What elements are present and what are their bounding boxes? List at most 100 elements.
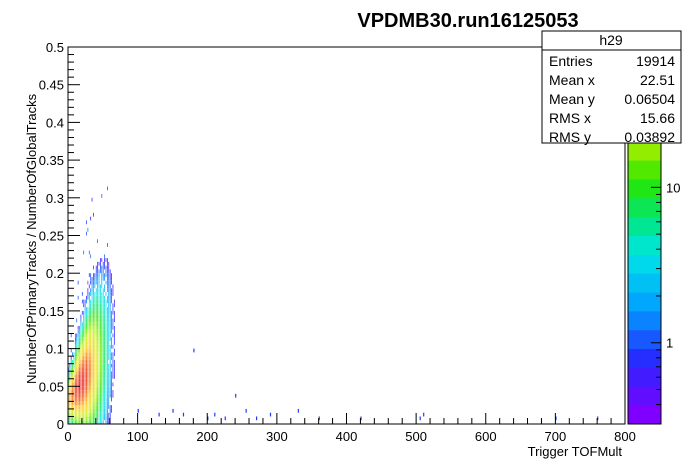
stats-label: Mean y — [549, 91, 595, 107]
heatmap-cell — [100, 359, 101, 364]
heatmap-cell — [87, 378, 89, 383]
heatmap-cell — [104, 295, 105, 300]
heatmap-cell — [91, 314, 93, 319]
heatmap-cell — [87, 416, 89, 421]
heatmap-cell — [90, 359, 92, 364]
heatmap-cell — [98, 322, 100, 326]
heatmap-cell — [93, 299, 94, 304]
heatmap-cell — [86, 314, 87, 319]
heatmap-cell — [84, 416, 86, 421]
heatmap-cell — [93, 303, 94, 308]
heatmap-cell — [112, 352, 114, 357]
heatmap-cell — [113, 318, 115, 323]
heatmap-cell — [113, 374, 115, 379]
heatmap-cell — [88, 352, 90, 357]
heatmap-cell — [94, 273, 96, 277]
y-tick-label: 0.2 — [46, 266, 64, 281]
heatmap-cell — [95, 299, 97, 304]
heatmap-cell — [100, 292, 101, 296]
heatmap-cell — [84, 401, 86, 406]
heatmap-cell — [102, 307, 104, 311]
heatmap-cell — [88, 318, 90, 323]
heatmap-cell — [80, 401, 82, 406]
plot-frame — [67, 46, 626, 425]
heatmap-cell — [76, 416, 78, 421]
heatmap-cell — [105, 405, 107, 409]
heatmap-cell — [80, 405, 82, 409]
heatmap-cell — [95, 363, 97, 368]
heatmap-cell — [98, 329, 100, 334]
heatmap-cells — [68, 186, 599, 424]
heatmap-cell — [77, 412, 79, 417]
heatmap-cell — [100, 329, 101, 334]
heatmap-cell — [97, 265, 99, 270]
heatmap-cell — [79, 356, 80, 360]
heatmap-cell — [83, 348, 85, 353]
heatmap-cell — [80, 344, 82, 349]
heatmap-cell — [83, 325, 85, 330]
heatmap-cell — [76, 367, 78, 372]
heatmap-cell — [105, 397, 107, 402]
heatmap-cell — [70, 416, 72, 421]
heatmap-cell — [86, 408, 87, 413]
heatmap-cell — [112, 288, 114, 293]
heatmap-cell — [88, 371, 90, 375]
heatmap-cell — [80, 412, 82, 417]
heatmap-cell — [81, 299, 83, 304]
heatmap-cell — [108, 420, 110, 424]
heatmap-cell — [79, 341, 80, 345]
heatmap-cell — [108, 382, 110, 387]
heatmap-cell — [94, 280, 96, 285]
heatmap-cell — [102, 261, 104, 266]
heatmap-cell — [111, 329, 112, 334]
heatmap-cell — [73, 359, 75, 364]
heatmap-cell — [69, 420, 71, 424]
heatmap-cell — [109, 299, 111, 304]
heatmap-cell — [97, 420, 99, 424]
heatmap-cell — [90, 254, 92, 259]
heatmap-cell — [88, 356, 90, 360]
heatmap-cell — [87, 295, 89, 300]
heatmap-cell — [97, 280, 99, 285]
stats-rows: Entries 19914 Mean x 22.51 Mean y 0.06504 RMS … — [549, 53, 675, 145]
heatmap-cell — [97, 273, 99, 277]
heatmap-cell — [84, 386, 86, 391]
heatmap-cell — [104, 378, 105, 383]
heatmap-cell — [86, 231, 87, 236]
heatmap-cell — [105, 265, 107, 270]
heatmap-cell — [100, 261, 101, 266]
heatmap-cell — [106, 367, 108, 372]
heatmap-cell — [111, 378, 112, 383]
heatmap-cell — [94, 393, 96, 398]
heatmap-cell — [76, 333, 78, 338]
heatmap-cell — [104, 276, 105, 281]
heatmap-cell — [91, 344, 93, 349]
heatmap-cell — [93, 382, 94, 387]
heatmap-cell — [104, 386, 105, 391]
heatmap-cell — [91, 363, 93, 368]
heatmap-cell — [113, 329, 115, 334]
heatmap-cell — [70, 405, 72, 409]
heatmap-cell — [73, 405, 75, 409]
heatmap-cell — [70, 382, 72, 387]
heatmap-cell — [94, 348, 96, 353]
heatmap-cell — [79, 378, 80, 383]
x-tick-label: 300 — [266, 429, 288, 444]
heatmap-cell — [224, 416, 226, 421]
heatmap-cell — [98, 405, 100, 409]
heatmap-cell — [93, 367, 94, 372]
heatmap-cell — [95, 356, 97, 360]
heatmap-cell — [106, 243, 108, 247]
heatmap-cell — [76, 337, 78, 342]
heatmap-cell — [101, 265, 103, 270]
heatmap-cell — [76, 356, 78, 360]
heatmap-cell — [158, 412, 160, 417]
heatmap-cell — [69, 374, 71, 379]
heatmap-cell — [86, 329, 87, 334]
heatmap-cell — [108, 405, 110, 409]
heatmap-cell — [93, 288, 94, 293]
heatmap-cell — [79, 412, 80, 417]
heatmap-cell — [93, 265, 94, 270]
heatmap-cell — [98, 356, 100, 360]
y-tick-label: 0.45 — [39, 78, 64, 93]
